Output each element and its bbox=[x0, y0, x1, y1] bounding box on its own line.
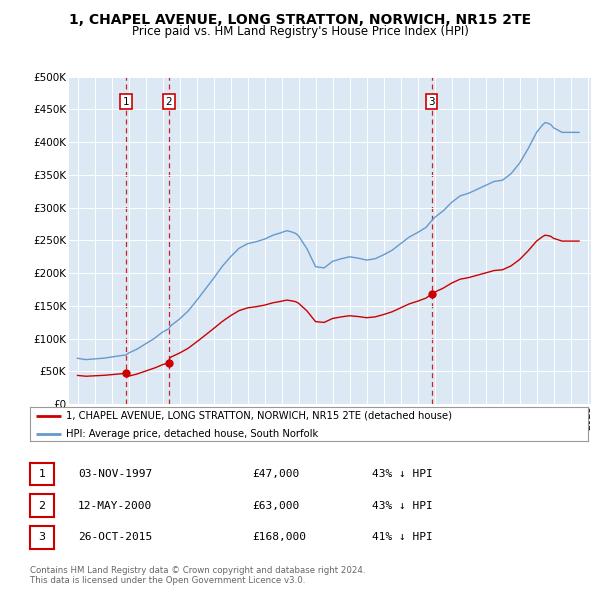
Text: Price paid vs. HM Land Registry's House Price Index (HPI): Price paid vs. HM Land Registry's House … bbox=[131, 25, 469, 38]
Text: HPI: Average price, detached house, South Norfolk: HPI: Average price, detached house, Sout… bbox=[66, 429, 319, 439]
Text: £168,000: £168,000 bbox=[252, 533, 306, 542]
Text: 12-MAY-2000: 12-MAY-2000 bbox=[78, 501, 152, 510]
Text: 3: 3 bbox=[428, 97, 435, 107]
Text: £63,000: £63,000 bbox=[252, 501, 299, 510]
Text: 1, CHAPEL AVENUE, LONG STRATTON, NORWICH, NR15 2TE: 1, CHAPEL AVENUE, LONG STRATTON, NORWICH… bbox=[69, 13, 531, 27]
Text: 3: 3 bbox=[38, 533, 46, 542]
Text: 43% ↓ HPI: 43% ↓ HPI bbox=[372, 501, 433, 510]
Text: 26-OCT-2015: 26-OCT-2015 bbox=[78, 533, 152, 542]
Text: 1, CHAPEL AVENUE, LONG STRATTON, NORWICH, NR15 2TE (detached house): 1, CHAPEL AVENUE, LONG STRATTON, NORWICH… bbox=[66, 411, 452, 421]
Text: £47,000: £47,000 bbox=[252, 469, 299, 478]
Text: Contains HM Land Registry data © Crown copyright and database right 2024.
This d: Contains HM Land Registry data © Crown c… bbox=[30, 566, 365, 585]
Text: 2: 2 bbox=[166, 97, 172, 107]
Text: 1: 1 bbox=[122, 97, 129, 107]
Text: 1: 1 bbox=[38, 469, 46, 478]
Text: 03-NOV-1997: 03-NOV-1997 bbox=[78, 469, 152, 478]
Text: 2: 2 bbox=[38, 501, 46, 510]
Text: 41% ↓ HPI: 41% ↓ HPI bbox=[372, 533, 433, 542]
Text: 43% ↓ HPI: 43% ↓ HPI bbox=[372, 469, 433, 478]
